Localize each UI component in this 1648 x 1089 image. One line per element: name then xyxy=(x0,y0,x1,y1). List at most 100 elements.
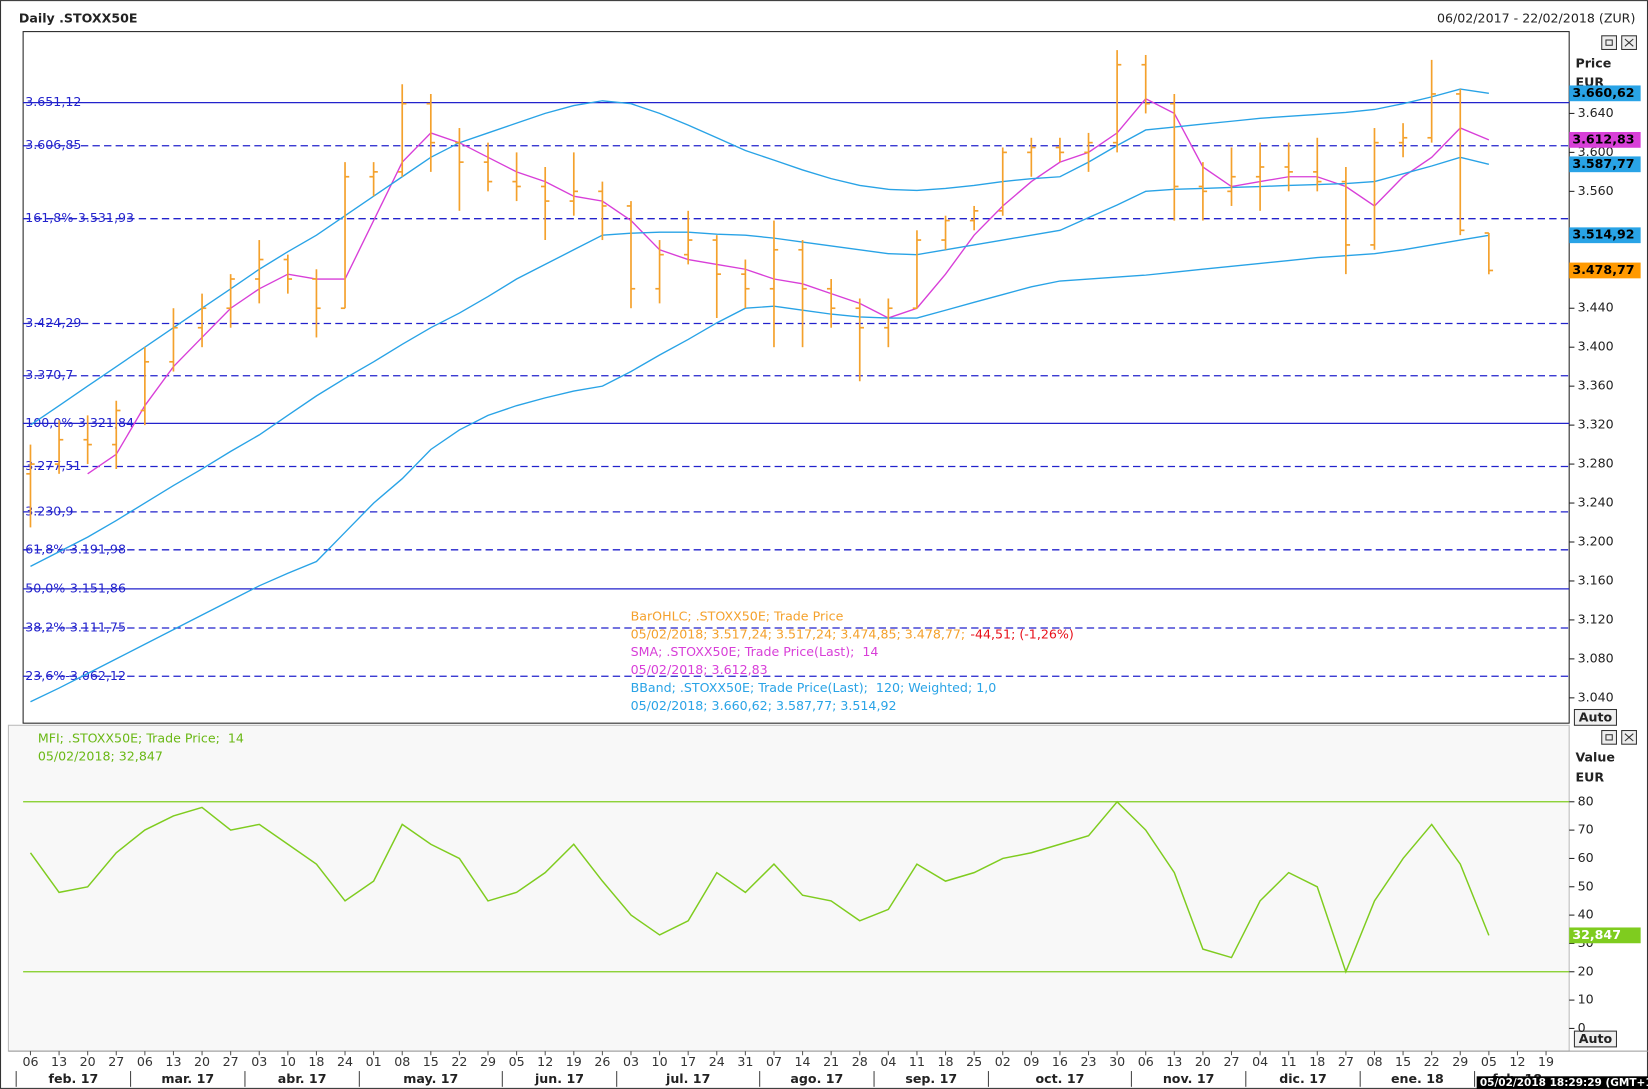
month-label: nov. 17 xyxy=(1163,1071,1215,1086)
x-tick-label: 05 xyxy=(1481,1054,1497,1069)
month-label: mar. 17 xyxy=(161,1071,214,1086)
x-tick-label: 30 xyxy=(1109,1054,1125,1069)
y-tick-label: 3.280 xyxy=(1578,456,1614,471)
mfi-panel xyxy=(7,724,1570,1052)
x-tick-label: 27 xyxy=(223,1054,239,1069)
price-window-buttons[interactable] xyxy=(1601,35,1637,50)
x-tick-label: 02 xyxy=(995,1054,1011,1069)
auto-scale-label[interactable]: Auto xyxy=(1579,1031,1613,1046)
x-tick-label: 19 xyxy=(1538,1054,1554,1069)
price-panel xyxy=(22,31,1570,724)
y-tick-label: 3.400 xyxy=(1578,339,1614,354)
legend-entry: MFI; .STOXX50E; Trade Price; 14 xyxy=(38,730,244,745)
last-value-label: 3.587,77 xyxy=(1572,156,1634,171)
month-label: oct. 17 xyxy=(1035,1071,1084,1086)
reference-line-label: 3.651,12 xyxy=(25,94,81,109)
x-tick-label: 12 xyxy=(537,1054,553,1069)
last-value-label: 3.514,92 xyxy=(1572,227,1634,242)
month-label: jun. 17 xyxy=(534,1071,584,1086)
x-tick-label: 06 xyxy=(1138,1054,1154,1069)
reference-line-label: 3.606,85 xyxy=(25,137,81,152)
overlay-line xyxy=(87,97,1490,475)
legend-entry: BarOHLC; .STOXX50E; Trade Price xyxy=(631,609,844,624)
y-tick-label: 3.440 xyxy=(1578,300,1614,315)
reference-line-label: 61,8%-3.191,98 xyxy=(25,541,126,556)
month-label: may. 17 xyxy=(403,1071,458,1086)
last-value-tag xyxy=(1569,132,1641,148)
x-tick-label: 16 xyxy=(1052,1054,1068,1069)
x-tick-label: 18 xyxy=(1309,1054,1325,1069)
x-tick-label: 22 xyxy=(451,1054,467,1069)
month-label: abr. 17 xyxy=(278,1071,327,1086)
x-tick-label: 27 xyxy=(1223,1054,1239,1069)
x-tick-label: 20 xyxy=(194,1054,210,1069)
x-tick-label: 11 xyxy=(1281,1054,1297,1069)
x-tick-label: 13 xyxy=(51,1054,67,1069)
x-tick-label: 04 xyxy=(880,1054,896,1069)
auto-scale-button[interactable] xyxy=(1573,1030,1617,1048)
x-tick-label: 19 xyxy=(566,1054,582,1069)
y-tick-label: 3.040 xyxy=(1578,689,1614,704)
x-tick-label: 08 xyxy=(394,1054,410,1069)
y-tick-label: 10 xyxy=(1578,992,1594,1007)
x-tick-label: 14 xyxy=(795,1054,811,1069)
last-value-label: 32,847 xyxy=(1572,927,1621,942)
last-value-tag xyxy=(1569,156,1641,173)
x-tick-label: 18 xyxy=(308,1054,324,1069)
x-tick-label: 27 xyxy=(108,1054,124,1069)
legend-entry: 05/02/2018; 32,847 xyxy=(38,748,163,763)
y-tick-label: 3.360 xyxy=(1578,378,1614,393)
y-tick-label: 3.120 xyxy=(1578,611,1614,626)
y-tick-label: 70 xyxy=(1578,822,1594,837)
x-tick-label: 04 xyxy=(1252,1054,1268,1069)
x-tick-label: 18 xyxy=(938,1054,954,1069)
auto-scale-button[interactable] xyxy=(1573,708,1617,726)
x-tick-label: 11 xyxy=(909,1054,925,1069)
y-tick-label: 40 xyxy=(1578,907,1594,922)
month-label: ene. 18 xyxy=(1391,1071,1444,1086)
x-tick-label: 25 xyxy=(966,1054,982,1069)
last-value-tag xyxy=(1569,927,1641,944)
x-tick-label: 13 xyxy=(165,1054,181,1069)
reference-line-label: 38,2%-3.111,75 xyxy=(25,619,126,634)
overlay-line xyxy=(30,234,1489,703)
timestamp-background xyxy=(1476,1076,1648,1089)
month-label: sep. 17 xyxy=(905,1071,957,1086)
x-tick-label: 07 xyxy=(766,1054,782,1069)
x-tick-label: 29 xyxy=(1452,1054,1468,1069)
x-tick-label: 06 xyxy=(137,1054,153,1069)
overlay-line xyxy=(30,88,1489,426)
maximize-icon xyxy=(1605,39,1613,46)
x-tick-label: 12 xyxy=(1509,1054,1525,1069)
legend-entry: BBand; .STOXX50E; Trade Price(Last); 120… xyxy=(631,680,997,695)
auto-scale-label[interactable]: Auto xyxy=(1579,709,1613,724)
y-tick-label: 60 xyxy=(1578,850,1594,865)
y-tick-label: 3.200 xyxy=(1578,534,1614,549)
reference-line-label: 50,0%-3.151,86 xyxy=(25,580,126,595)
reference-line-label: 3.277,51 xyxy=(25,458,81,473)
mfi-line xyxy=(29,800,1490,974)
chart-title: Daily .STOXX50E xyxy=(19,10,138,25)
mfi-window-buttons[interactable] xyxy=(1601,730,1637,745)
x-tick-label: 13 xyxy=(1166,1054,1182,1069)
timestamp: 05/02/2018 18:29:29 (GMT+1 xyxy=(1480,1077,1648,1089)
x-tick-label: 22 xyxy=(1424,1054,1440,1069)
month-label: jul. 17 xyxy=(665,1071,710,1086)
x-tick-label: 03 xyxy=(623,1054,639,1069)
maximize-button[interactable] xyxy=(1601,35,1617,50)
reference-line-label: 3.370,7 xyxy=(25,367,73,382)
x-tick-label: 10 xyxy=(652,1054,668,1069)
x-tick-label: 05 xyxy=(509,1054,525,1069)
x-tick-label: 24 xyxy=(337,1054,353,1069)
x-tick-label: 20 xyxy=(1195,1054,1211,1069)
x-tick-label: 26 xyxy=(594,1054,610,1069)
close-icon xyxy=(1624,733,1634,742)
y-tick-label: 50 xyxy=(1578,878,1594,893)
legend-entry: SMA; .STOXX50E; Trade Price(Last); 14 xyxy=(631,644,879,659)
y-tick-label: 0 xyxy=(1578,1020,1586,1035)
y-tick-label: 3.160 xyxy=(1578,572,1614,587)
maximize-button[interactable] xyxy=(1601,730,1617,745)
x-tick-label: 10 xyxy=(280,1054,296,1069)
reference-line-label: 3.424,29 xyxy=(25,315,81,330)
